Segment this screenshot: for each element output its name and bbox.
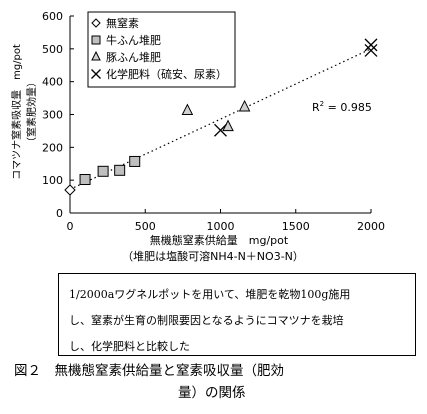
x-tick-label: 1500: [282, 220, 310, 233]
legend-marker-diamond: [91, 18, 101, 28]
legend-box: [87, 11, 236, 88]
caption-line: 量）の関係: [178, 385, 246, 401]
chart-marks: [64, 38, 378, 196]
legend-label: 化学肥料（硫安、尿素）: [106, 67, 227, 81]
x-tick-label: 0: [67, 220, 74, 233]
data-point-square: [97, 165, 109, 177]
data-point-cross: [214, 123, 227, 137]
x-axis-title: 無機態窒素供給量 mg/pot: [150, 233, 289, 247]
scatter-chart: 0 100 200 300 400 500 600 0 500 1000 1500 2000 無窒素牛…: [10, 10, 385, 263]
figure-caption: 図２ 無機態窒素供給量と窒素吸収量（肥効 量）の関係: [14, 360, 414, 404]
note-line: し、化学肥料と比較した: [69, 340, 190, 353]
y-axis-title: コマツナ窒素吸収量 mg/pot: [10, 44, 23, 180]
note-line: し、窒素が生育の制限要因となるようにコマツナを栽培: [69, 314, 344, 327]
method-note: 1/2000aワグネルポットを用いて、堆肥を乾物100g施用 し、窒素が生育の制…: [58, 273, 416, 356]
legend-label: 豚ふん堆肥: [106, 51, 161, 64]
data-point-square: [129, 155, 141, 167]
cross-stroke: [364, 44, 378, 57]
data-point-triangle: [181, 103, 194, 116]
y-tick-label: 400: [42, 76, 63, 89]
legend-label: 牛ふん堆肥: [106, 33, 161, 47]
x-tick-label: 500: [135, 220, 156, 233]
cross-stroke: [214, 123, 227, 137]
x-tick-label: 1000: [207, 220, 235, 233]
data-point-cross: [364, 44, 378, 57]
y-tick-label: 300: [42, 109, 63, 122]
y-tick-label: 100: [42, 174, 63, 187]
cross-stroke: [91, 69, 101, 79]
y-tick-label: 500: [42, 43, 63, 56]
x-axis-subtitle: （堆肥は塩酸可溶NH4-N＋NO3-N）: [122, 249, 304, 263]
y-axis-subtitle: （窒素肥効量）: [25, 77, 38, 147]
legend-label: 無窒素: [106, 16, 139, 30]
data-point-diamond: [64, 184, 76, 196]
chart-ticks: 0 100 200 300 400 500 600 0 500 1000 1500 2000: [42, 10, 385, 233]
legend-marker-triangle: [91, 50, 101, 61]
legend-marker-square: [91, 35, 101, 45]
legend-marker-cross: [91, 69, 101, 79]
data-point-square: [114, 164, 126, 176]
data-point-cross: [364, 38, 378, 52]
y-tick-label: 200: [42, 141, 63, 154]
y-tick-label: 600: [42, 10, 63, 23]
caption-line: 図２ 無機態窒素供給量と窒素吸収量（肥効: [14, 363, 284, 379]
r-squared-label: R2 = 0.985: [312, 100, 372, 114]
data-point-triangle: [238, 99, 251, 112]
x-tick-label: 2000: [357, 220, 385, 233]
y-tick-label: 0: [56, 207, 63, 220]
cross-stroke: [364, 38, 378, 52]
note-line: 1/2000aワグネルポットを用いて、堆肥を乾物100g施用: [69, 288, 351, 301]
data-point-square: [79, 174, 91, 186]
